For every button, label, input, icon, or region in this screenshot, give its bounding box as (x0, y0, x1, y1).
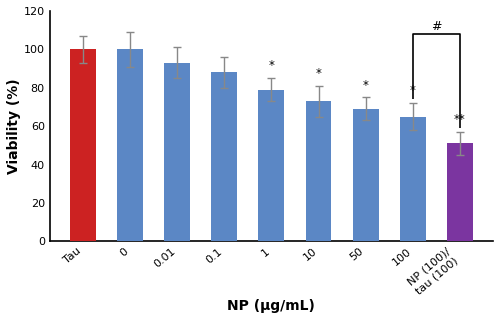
Text: *: * (410, 84, 416, 97)
Bar (400, 116, 426, 241)
Y-axis label: Viability (%): Viability (%) (7, 78, 21, 174)
Bar (117, 49, 143, 241)
Bar (258, 90, 284, 241)
Text: **: ** (454, 113, 466, 126)
Text: #: # (431, 20, 442, 33)
Bar (306, 101, 332, 241)
Bar (70, 49, 96, 241)
Text: *: * (316, 67, 322, 80)
Bar (447, 143, 473, 241)
Bar (164, 63, 190, 241)
X-axis label: NP (µg/mL): NP (µg/mL) (228, 299, 316, 313)
Bar (352, 109, 378, 241)
Text: *: * (268, 60, 274, 72)
Text: *: * (362, 79, 368, 92)
Bar (212, 72, 237, 241)
